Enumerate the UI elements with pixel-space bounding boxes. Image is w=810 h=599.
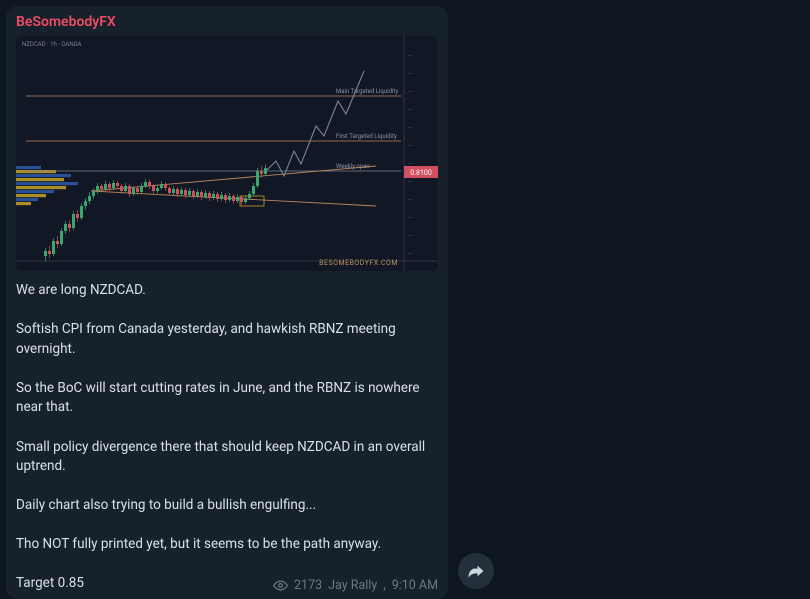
candlestick-chart: ————————————Main Targeted LiquidityFirst… [16, 36, 438, 271]
svg-text:First Targeted Liquidity: First Targeted Liquidity [336, 133, 397, 140]
svg-text:—: — [408, 71, 413, 78]
svg-text:—: — [408, 215, 413, 222]
message-text: We are long NZDCAD. Softish CPI from Can… [16, 281, 438, 594]
svg-text:—: — [408, 89, 413, 96]
share-icon [467, 562, 485, 580]
svg-text:—: — [408, 179, 413, 186]
svg-text:·: · [211, 264, 212, 270]
svg-text:NZDCAD · 1h · OANDA: NZDCAD · 1h · OANDA [22, 41, 81, 48]
chart-attachment[interactable]: ————————————Main Targeted LiquidityFirst… [16, 36, 438, 271]
svg-text:·: · [189, 264, 190, 270]
svg-text:·: · [145, 264, 146, 270]
svg-text:·: · [123, 264, 124, 270]
svg-text:—: — [408, 107, 413, 114]
svg-text:·: · [101, 264, 102, 270]
svg-text:—: — [408, 53, 413, 60]
svg-text:·: · [57, 264, 58, 270]
svg-text:·: · [255, 264, 256, 270]
svg-text:—: — [408, 197, 413, 204]
svg-text:·: · [299, 264, 300, 270]
svg-text:—: — [408, 251, 413, 258]
views-count: 2173 [294, 578, 322, 593]
share-button[interactable] [458, 553, 494, 589]
svg-text:0.8100: 0.8100 [410, 169, 432, 177]
svg-text:·: · [277, 264, 278, 270]
chart-watermark: BESOMEBODYFX.COM [319, 259, 398, 267]
svg-text:·: · [409, 264, 410, 270]
svg-text:—: — [408, 125, 413, 132]
svg-text:·: · [35, 264, 36, 270]
svg-text:—: — [408, 143, 413, 150]
svg-text:Main Targeted Liquidity: Main Targeted Liquidity [336, 88, 398, 95]
svg-text:·: · [79, 264, 80, 270]
svg-text:·: · [167, 264, 168, 270]
views-icon [273, 578, 288, 593]
channel-name[interactable]: BeSomebodyFX [16, 14, 438, 30]
author-name: Jay Rally [328, 578, 377, 593]
message-bubble: BeSomebodyFX ————————————Main Targeted L… [6, 6, 448, 599]
meta-separator: , [383, 578, 385, 593]
svg-text:—: — [408, 233, 413, 240]
svg-text:·: · [233, 264, 234, 270]
message-time: 9:10 AM [392, 578, 438, 593]
